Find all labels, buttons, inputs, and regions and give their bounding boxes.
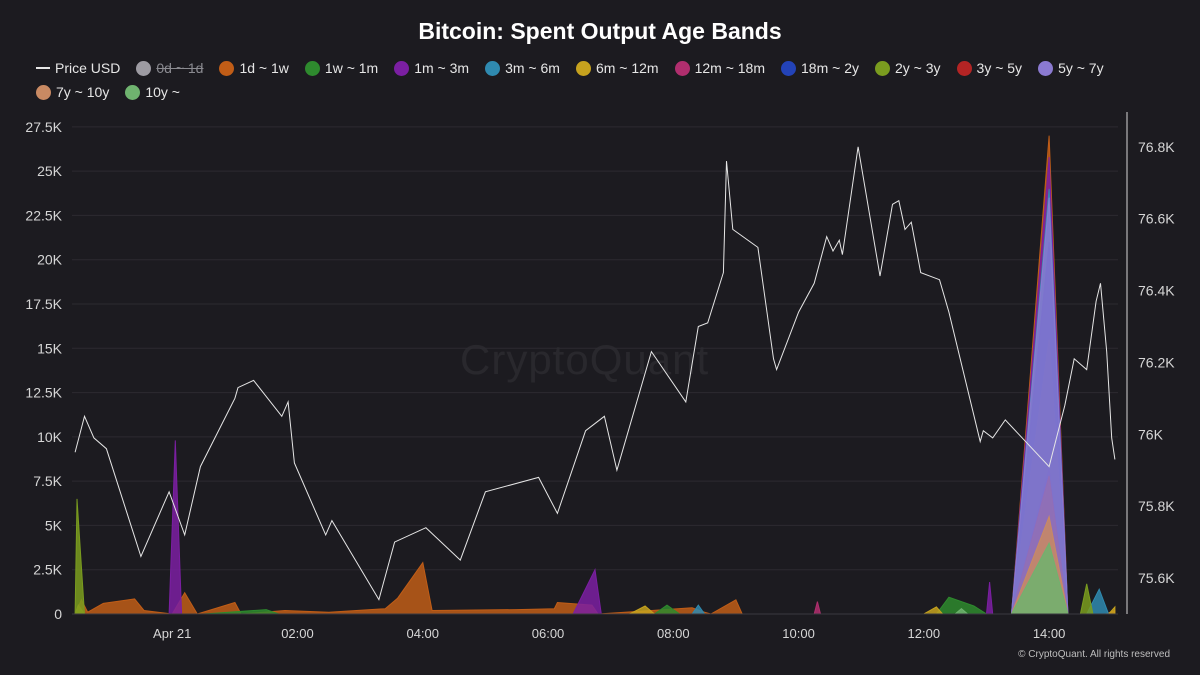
x-tick-label: 08:00 [657,626,690,641]
y-left-tick-label: 25K [37,163,63,179]
y-left-tick-label: 27.5K [25,119,62,135]
x-tick-label: 06:00 [532,626,565,641]
area-1m3m [986,582,994,615]
y-left-tick-label: 10K [37,429,63,445]
legend-swatch [394,60,410,76]
legend-item[interactable]: 6m ~ 12m [575,58,659,78]
legend-label: Price USD [55,60,121,76]
legend-label: 1m ~ 3m [414,60,470,76]
y-right-tick-label: 75.8K [1138,498,1175,514]
legend-swatch [956,60,972,76]
x-tick-label: 14:00 [1033,626,1066,641]
area-6m12m [921,606,943,615]
y-left-tick-label: 22.5K [25,207,62,223]
legend-label: 7y ~ 10y [56,84,110,100]
legend-label: 3y ~ 5y [976,60,1023,76]
y-left-tick-label: 0 [54,606,62,622]
area-1m3m [168,440,183,615]
legend-label: 2y ~ 3y [895,60,941,76]
area-6m12m [629,605,655,615]
area-2y3y [74,498,85,615]
legend-item[interactable]: 5y ~ 7y [1038,58,1104,78]
area-1m3m [572,568,602,615]
y-left-tick-label: 5K [45,517,63,533]
area-6m12m [1107,605,1116,615]
area-1d1w [710,599,743,615]
legend-swatch [1038,60,1054,76]
y-right-tick-label: 76.2K [1138,354,1175,370]
legend-swatch [36,67,50,69]
y-right-tick-label: 76K [1138,426,1164,442]
legend-item[interactable]: 0d ~ 1d [136,58,203,78]
legend-label: 10y ~ [145,84,180,100]
legend-swatch [136,60,152,76]
y-right-tick-label: 76.8K [1138,139,1175,155]
chart-title: Bitcoin: Spent Output Age Bands [418,18,782,44]
y-left-tick-label: 2.5K [33,562,62,578]
legend-item[interactable]: 7y ~ 10y [36,82,109,102]
y-left-tick-label: 15K [37,340,63,356]
legend-label: 5y ~ 7y [1058,60,1104,76]
legend-swatch [304,60,320,76]
legend: Price USD 0d ~ 1d 1d ~ 1w 1w ~ 1m 1m ~ 3m 3m … [36,58,1186,102]
legend-swatch [36,84,51,100]
y-left-tick-label: 17.5K [25,296,62,312]
legend-label: 3m ~ 6m [505,60,560,76]
legend-label: 18m ~ 2y [801,60,859,76]
x-tick-label: 10:00 [782,626,815,641]
legend-item[interactable]: 1w ~ 1m [304,58,379,78]
legend-item[interactable]: 3m ~ 6m [485,58,560,78]
x-tick-label: Apr 21 [153,626,191,641]
legend-swatch [485,60,501,76]
legend-item[interactable]: 2y ~ 3y [875,58,941,78]
legend-item[interactable]: 10y ~ [125,82,180,102]
legend-swatch [875,60,890,76]
y-left-tick-label: 20K [37,252,63,268]
area-12m18m [813,601,822,615]
legend-swatch [674,60,690,76]
credit-text: © CryptoQuant. All rights reserved [1018,649,1170,660]
legend-label: 0d ~ 1d [156,60,204,76]
legend-swatch [125,84,141,100]
y-left-tick-label: 12.5K [25,385,62,401]
legend-item[interactable]: 1d ~ 1w [219,58,289,78]
legend-label: 6m ~ 12m [595,60,659,76]
legend-swatch [219,60,235,76]
legend-swatch [781,60,797,76]
x-tick-label: 12:00 [908,626,941,641]
legend-item[interactable]: 12m ~ 18m [674,58,766,78]
legend-item[interactable]: Price USD [36,58,120,78]
legend-label: 1w ~ 1m [324,60,379,76]
legend-item[interactable]: 18m ~ 2y [781,58,859,78]
watermark: CryptoQuant [460,336,710,383]
area-2y3y [1079,583,1094,615]
area-1d1w [241,561,599,615]
legend-swatch [575,60,591,76]
y-left-tick-label: 7.5K [33,473,62,489]
x-tick-label: 02:00 [281,626,314,641]
y-right-tick-label: 75.6K [1138,570,1175,586]
y-right-tick-label: 76.6K [1138,211,1175,227]
area-1d1w [74,598,173,615]
x-tick-label: 04:00 [406,626,439,641]
legend-item[interactable]: 3y ~ 5y [956,58,1023,78]
legend-label: 1d ~ 1w [239,60,289,76]
y-right-tick-label: 76.4K [1138,283,1175,299]
legend-label: 12m ~ 18m [694,60,766,76]
legend-item[interactable]: 1m ~ 3m [394,58,469,78]
price-line [74,146,1116,601]
